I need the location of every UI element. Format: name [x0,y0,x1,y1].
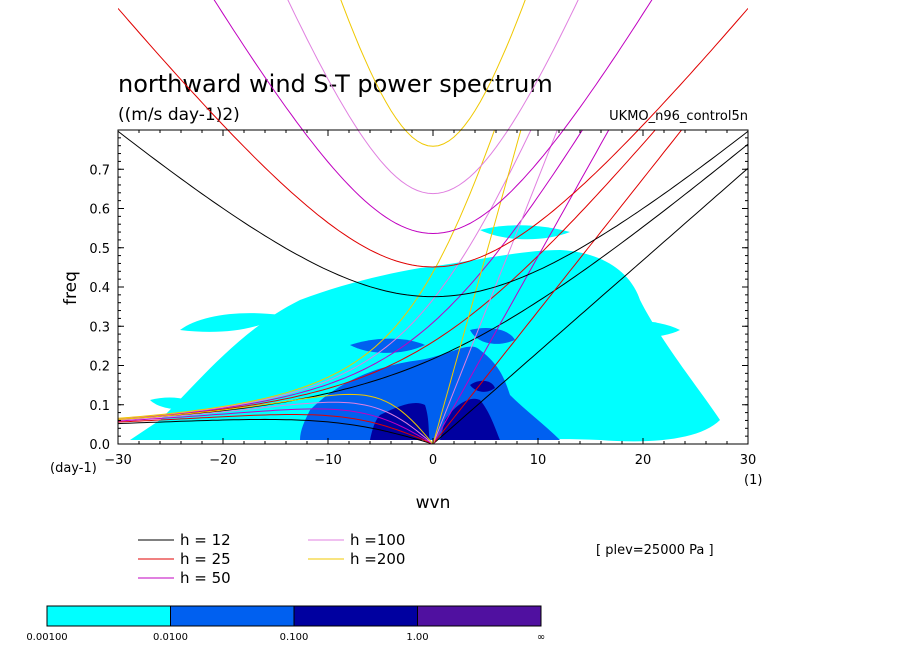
kelvin-wave-curve [432,130,610,444]
legend-label: h =100 [350,531,405,549]
x-axis: −30 −20 −10 0 10 20 30 [104,130,756,468]
y-tick-label: 0.5 [89,242,110,257]
y-tick-label: 0.2 [89,360,110,375]
colorbar-swatch [46,605,171,627]
kelvin-wave-curve [432,130,522,444]
gravity-wave-curve [213,0,653,235]
y-tick-label: 0.0 [89,438,110,453]
x-tick-label: −20 [209,453,236,468]
gravity-wave-curve [340,0,526,147]
x-tick-label: 30 [740,453,757,468]
kelvin-wave-curve [432,130,558,444]
colorbar-label: 0.100 [280,632,309,643]
legend-label: h =200 [350,550,405,568]
mrg-wave-curve [118,130,584,420]
rossby-wave-curve [118,393,434,444]
y-tick-label: 0.6 [89,203,110,218]
gravity-wave-curve [118,8,748,268]
dispersion-curves-upper [118,0,748,298]
x-tick-label: −10 [314,453,341,468]
x-tick-label: 0 [429,453,437,468]
kelvin-wave-curve [432,167,748,444]
colorbar-label: 1.00 [406,632,428,643]
rossby-wave-curve [118,408,434,444]
colorbar-label: 0.00100 [26,632,67,643]
dataset-label: UKMO_n96_control5n [609,109,748,124]
legend-label: h = 12 [180,531,231,549]
x-tick-label: 20 [635,453,652,468]
x-units-label: (1) [744,473,762,488]
power-shading [130,225,720,442]
mrg-wave-curve [118,130,496,419]
y-axis: 0.0 0.1 0.2 0.3 0.4 0.5 0.6 0.7 [89,137,748,453]
x-tick-label: −30 [104,453,131,468]
legend-label: h = 50 [180,569,231,587]
legend-label: h = 25 [180,550,231,568]
x-tick-label: 10 [530,453,547,468]
colorbar-label: 0.0100 [153,632,188,643]
y-tick-label: 0.3 [89,320,110,335]
rossby-wave-curve [118,414,434,444]
mrg-wave-curve [118,143,748,421]
kelvin-wave-curve [432,130,683,444]
y-tick-label: 0.4 [89,281,110,296]
colorbar-swatch [293,605,418,627]
colorbar-swatch [417,605,542,627]
colorbar-swatch [170,605,295,627]
y-units-label: (day-1) [50,461,97,476]
gravity-wave-curve [287,0,579,195]
y-tick-label: 0.7 [89,163,110,178]
chart-title: northward wind S-T power spectrum [118,70,553,98]
mrg-wave-curve [118,130,532,420]
colorbar: 0.00100 0.0100 0.100 1.00 ∞ [26,605,545,643]
dispersion-curves [118,130,748,444]
gravity-wave-curve [118,130,748,298]
rossby-wave-curve [118,418,434,444]
chart-units: ((m/s day-1)2) [118,105,240,125]
level-note: [ plev=25000 Pa ] [596,543,714,558]
y-axis-title: freq [61,271,81,305]
x-axis-title: wvn [416,493,451,513]
y-tick-label: 0.1 [89,399,110,414]
rossby-wave-curve [118,401,434,444]
mrg-wave-curve [118,130,656,420]
colorbar-label: ∞ [537,632,545,643]
